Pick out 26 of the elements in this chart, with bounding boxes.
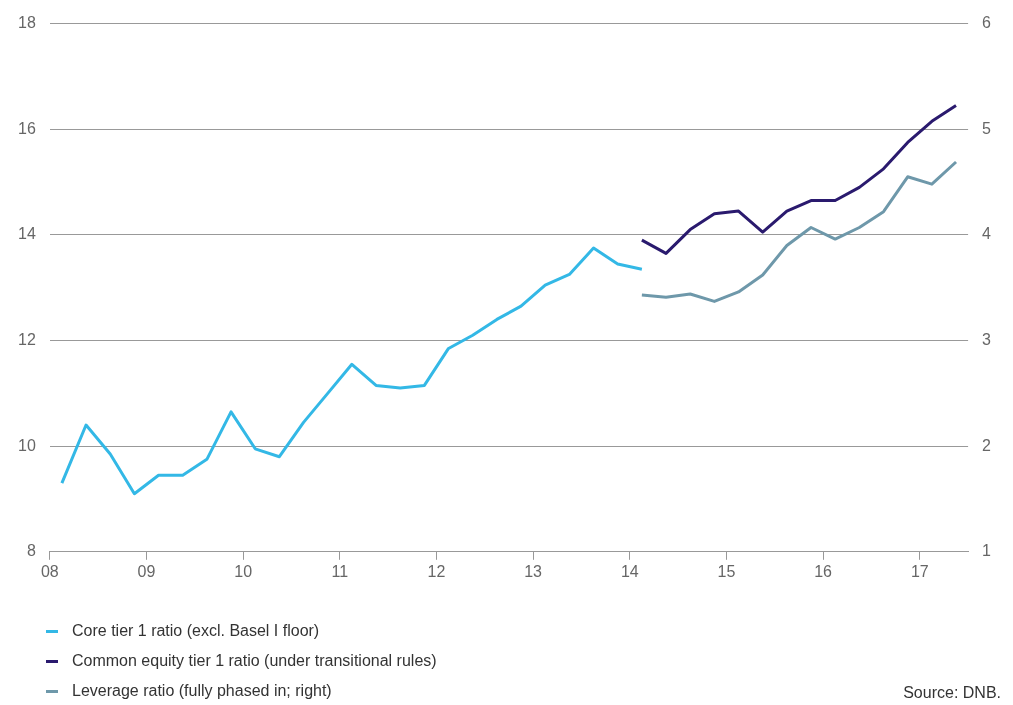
x-tick-label: 14 bbox=[620, 562, 639, 580]
legend-label: Leverage ratio (fully phased in; right) bbox=[72, 682, 332, 700]
x-tick-label: 08 bbox=[40, 562, 59, 580]
y-tick-label: 16 bbox=[18, 119, 36, 137]
y-tick-label: 14 bbox=[18, 225, 36, 243]
y2-tick-label: 1 bbox=[982, 542, 992, 560]
x-tick-label: 10 bbox=[234, 562, 253, 580]
x-tick-label: 15 bbox=[717, 562, 736, 580]
y-tick-label: 12 bbox=[18, 330, 36, 348]
y2-tick-label: 4 bbox=[982, 225, 992, 243]
y-tick-label: 8 bbox=[26, 542, 36, 560]
y2-tick-label: 6 bbox=[982, 14, 992, 32]
legend-label: Core tier 1 ratio (excl. Basel I floor) bbox=[72, 622, 320, 640]
source-note: Source: DNB. bbox=[903, 684, 1001, 702]
x-tick-label: 17 bbox=[910, 562, 929, 580]
y-tick-label: 18 bbox=[18, 14, 36, 32]
x-tick-label: 16 bbox=[814, 562, 833, 580]
x-tick-label: 13 bbox=[524, 562, 543, 580]
y2-tick-label: 3 bbox=[982, 330, 992, 348]
x-tick-label: 09 bbox=[137, 562, 156, 580]
y2-tick-label: 2 bbox=[982, 436, 992, 454]
x-tick-label: 12 bbox=[427, 562, 446, 580]
legend-label: Common equity tier 1 ratio (under transitional rules) bbox=[72, 652, 437, 670]
y-tick-label: 10 bbox=[18, 436, 36, 454]
y2-tick-label: 5 bbox=[982, 119, 992, 137]
x-tick-label: 11 bbox=[331, 562, 349, 580]
